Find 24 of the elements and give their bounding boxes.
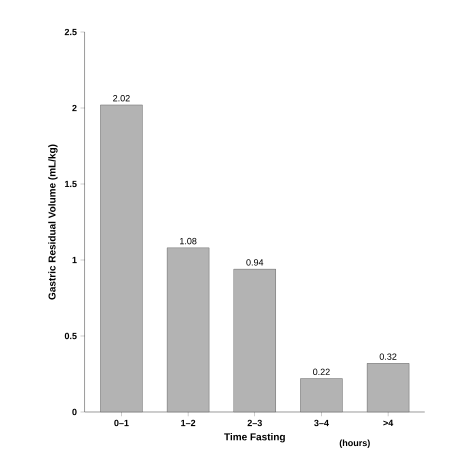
y-tick-label: 2 <box>72 104 77 112</box>
bar <box>100 104 143 412</box>
x-tick-label: >4 <box>383 420 394 426</box>
data-label: 1.08 <box>180 238 197 244</box>
text: (hours) <box>340 440 370 448</box>
data-label: 0.94 <box>246 259 264 266</box>
y-tick-label: 1 <box>72 256 77 264</box>
x-tick-label: 3–4 <box>314 420 329 426</box>
x-axis-title: Time Fasting <box>224 433 285 442</box>
data-label: 0.22 <box>313 368 330 376</box>
y-tick-label: 2.5 <box>64 28 77 36</box>
data-label: 2.02 <box>113 95 130 102</box>
y-tick-label: 0 <box>72 408 77 416</box>
bar <box>234 268 276 412</box>
x-tick-label: 1–2 <box>181 420 196 426</box>
data-label: 0.32 <box>380 353 397 360</box>
bar <box>167 248 210 412</box>
y-axis-title: Gastric Residual Volume (mL/kg) <box>48 144 58 300</box>
x-tick-label: 0–1 <box>114 420 129 426</box>
bar <box>367 363 410 412</box>
bar <box>300 378 343 412</box>
x-tick-label: 2–3 <box>248 420 262 426</box>
y-tick-label: 0.5 <box>64 332 77 340</box>
y-tick-label: 1.5 <box>65 180 77 188</box>
